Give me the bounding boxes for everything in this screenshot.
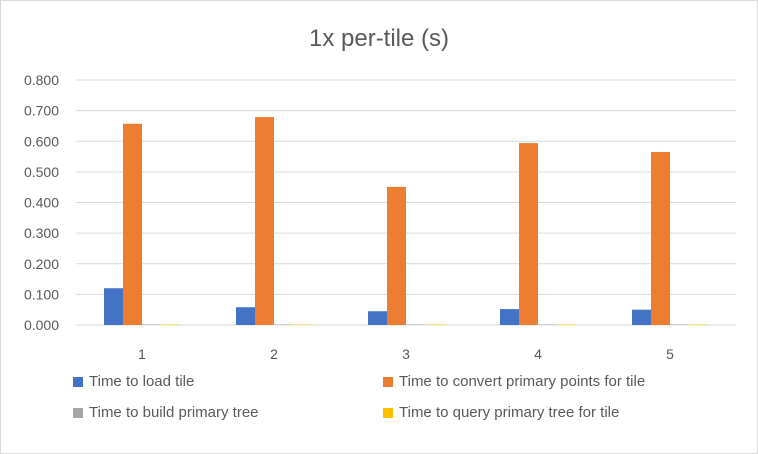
legend-swatch-query — [383, 407, 393, 418]
legend-item-convert: Time to convert primary points for tile — [383, 373, 723, 390]
bar-3-cat-2 — [274, 324, 293, 325]
chart-title: 1x per-tile (s) — [308, 25, 450, 52]
y-tick-label: 0.100 — [24, 286, 59, 302]
bar-1-cat-2 — [236, 307, 255, 325]
x-tick-label: 5 — [666, 346, 674, 362]
legend-label-query: Time to query primary tree for tile — [399, 404, 620, 421]
legend-item-query: Time to query primary tree for tile — [383, 404, 723, 421]
legend-swatch-build — [73, 407, 83, 418]
y-tick-label: 0.000 — [24, 317, 59, 333]
bar-3-cat-3 — [406, 324, 425, 325]
x-tick-label: 2 — [270, 346, 278, 362]
legend-item-load: Time to load tile — [73, 373, 383, 390]
x-tick-label: 1 — [138, 346, 146, 362]
bar-2-cat-1 — [123, 123, 142, 325]
y-tick-label: 0.700 — [24, 103, 59, 119]
bar-3-cat-5 — [670, 324, 689, 325]
bar-4-cat-3 — [425, 324, 444, 325]
bar-3-cat-4 — [538, 324, 557, 325]
legend-item-build: Time to build primary tree — [73, 404, 383, 421]
legend-label-load: Time to load tile — [89, 373, 195, 390]
bars — [104, 117, 708, 326]
x-tick-label: 3 — [402, 346, 410, 362]
y-tick-label: 0.600 — [24, 133, 59, 149]
bar-3-cat-1 — [142, 324, 161, 325]
y-tick-label: 0.300 — [24, 225, 59, 241]
y-tick-label: 0.800 — [24, 72, 59, 88]
bar-1-cat-1 — [104, 288, 123, 325]
bar-4-cat-4 — [557, 324, 576, 325]
legend-swatch-load — [73, 376, 83, 387]
bar-4-cat-5 — [689, 324, 708, 325]
bar-4-cat-1 — [161, 324, 180, 325]
bar-1-cat-3 — [368, 311, 387, 325]
bar-4-cat-2 — [293, 324, 312, 325]
bar-2-cat-5 — [651, 151, 670, 325]
bar-2-cat-3 — [387, 186, 406, 325]
y-tick-label: 0.400 — [24, 195, 59, 211]
y-tick-label: 0.200 — [24, 256, 59, 272]
bar-2-cat-2 — [255, 117, 274, 326]
legend-label-convert: Time to convert primary points for tile — [399, 373, 646, 390]
x-axis-ticks: 1 2 3 4 5 — [138, 346, 674, 362]
legend-label-build: Time to build primary tree — [89, 404, 259, 421]
bar-1-cat-4 — [500, 309, 519, 325]
legend-swatch-convert — [383, 376, 393, 387]
bar-1-cat-5 — [632, 309, 651, 325]
bar-2-cat-4 — [519, 143, 538, 325]
y-axis-ticks: 0.000 0.100 0.200 0.300 0.400 0.500 0.600 0.700… — [24, 72, 59, 333]
y-tick-label: 0.500 — [24, 164, 59, 180]
x-tick-label: 4 — [534, 346, 542, 362]
legend: Time to load tile Time to convert primar… — [73, 373, 733, 421]
